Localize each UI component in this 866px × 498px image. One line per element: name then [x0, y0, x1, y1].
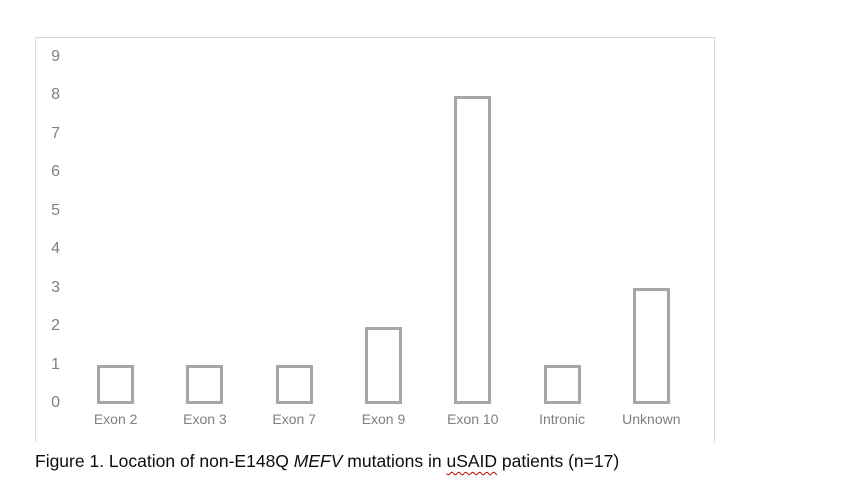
- y-axis-tick-label: 9: [51, 47, 60, 65]
- x-axis-category-label: Exon 3: [183, 411, 227, 427]
- y-axis-tick-label: 1: [51, 355, 60, 373]
- bar: [454, 96, 492, 404]
- caption-middle-text: mutations in: [342, 451, 447, 471]
- plot-area: [71, 38, 696, 404]
- y-axis-tick-label: 3: [51, 278, 60, 296]
- bar: [275, 365, 313, 404]
- y-axis-tick-label: 6: [51, 163, 60, 180]
- y-axis-tick-label: 4: [51, 240, 60, 257]
- bar-slot: [339, 38, 428, 404]
- y-axis-tick-label: 0: [51, 394, 60, 411]
- y-axis-tick-label: 7: [51, 124, 60, 142]
- bar-slot: [250, 38, 339, 404]
- caption-misspelled-word: uSAID: [446, 451, 498, 471]
- bar-slot: [71, 38, 160, 404]
- bar-slot: [428, 38, 517, 404]
- bar-slot: [517, 38, 606, 404]
- x-axis-category-labels: Exon 2 Exon 3 Exon 7 Exon 9 Exon 10 Intronic U…: [71, 411, 696, 427]
- x-axis-category-label: Exon 9: [361, 411, 406, 427]
- caption-suffix-text: patients (n=17): [497, 451, 620, 471]
- x-axis-category-label: Exon 2: [93, 411, 138, 427]
- caption-gene-name-italic: MEFV: [293, 451, 343, 471]
- x-axis-category-label: Exon 7: [272, 411, 316, 427]
- y-axis-tick-label: 8: [51, 86, 60, 103]
- x-axis-category-label: Intronic: [539, 411, 585, 427]
- bar: [543, 365, 581, 404]
- bar: [97, 365, 135, 404]
- x-axis-category-label: Unknown: [622, 411, 681, 427]
- y-axis-tick-label: 2: [51, 317, 60, 334]
- figure-caption: Figure 1. Location of non-E148Q MEFV mut…: [35, 449, 619, 473]
- caption-prefix-text: Figure 1. Location of non-E148Q: [35, 451, 294, 471]
- bar-slot: [160, 38, 249, 404]
- bar: [186, 365, 224, 404]
- bar: [364, 327, 402, 404]
- x-axis-category-label: Exon 10: [447, 411, 499, 427]
- y-axis-tick-label: 5: [51, 201, 60, 219]
- bar-slot: [607, 38, 696, 404]
- bar: [632, 288, 670, 404]
